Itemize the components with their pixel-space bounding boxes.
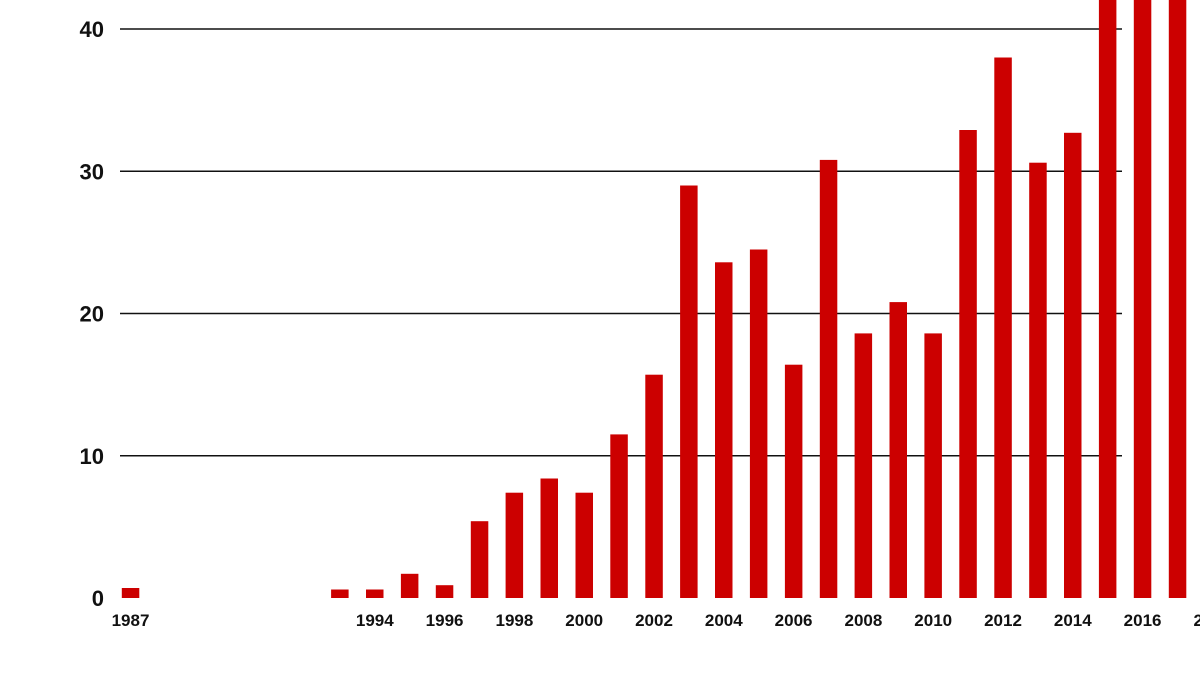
- x-axis-tick-labels: 1987 1994 1996 1998 2000 2002 2004 2006 2008 2010…: [112, 611, 1200, 630]
- bar-2014: [1064, 132, 1082, 599]
- bar-2010: [924, 333, 942, 598]
- y-tick-label-30: 30: [80, 159, 104, 184]
- x-tick-label-2002: 2002: [635, 611, 673, 630]
- x-tick-label-2004: 2004: [705, 611, 743, 630]
- bar-2015: [1098, 0, 1117, 598]
- bar-1987: [121, 588, 140, 598]
- bar-2017: [1168, 0, 1187, 598]
- bar-2005: [749, 249, 768, 598]
- y-tick-label-20: 20: [80, 302, 104, 327]
- bar-2016: [1133, 0, 1152, 598]
- bar-2008: [854, 333, 873, 598]
- bar-2007: [819, 159, 838, 598]
- bar-2009: [889, 302, 907, 598]
- x-tick-label-2000: 2000: [565, 611, 603, 630]
- bar-1994: [366, 589, 384, 598]
- bars: [121, 0, 1187, 599]
- bar-2013: [1029, 162, 1047, 598]
- y-tick-label-10: 10: [80, 444, 104, 469]
- bar-2002: [645, 374, 663, 598]
- bar-1993: [331, 589, 349, 598]
- bar-2004: [715, 262, 733, 598]
- bar-2001: [610, 434, 628, 598]
- x-tick-label-2016: 2016: [1124, 611, 1162, 630]
- bar-2012: [994, 57, 1012, 598]
- bar-1997: [470, 521, 489, 598]
- x-tick-label-2014: 2014: [1054, 611, 1092, 630]
- x-tick-label-2012: 2012: [984, 611, 1022, 630]
- bar-2006: [784, 364, 803, 598]
- y-tick-label-40: 40: [80, 17, 104, 42]
- x-tick-label-2006: 2006: [775, 611, 813, 630]
- bar-2011: [959, 130, 977, 598]
- bar-1998: [505, 492, 524, 598]
- x-tick-label-2018: 2018: [1193, 611, 1200, 630]
- bar-1996: [435, 585, 454, 598]
- x-tick-label-1998: 1998: [495, 611, 533, 630]
- bar-2000: [575, 492, 593, 598]
- x-tick-label-2010: 2010: [914, 611, 952, 630]
- x-tick-label-2008: 2008: [844, 611, 882, 630]
- bar-1995: [400, 573, 419, 598]
- bar-1999: [540, 478, 558, 598]
- x-tick-label-1987: 1987: [112, 611, 150, 630]
- y-axis-tick-labels: 0 10 20 30 40: [80, 17, 104, 611]
- bar-2003: [680, 185, 698, 598]
- x-tick-label-1994: 1994: [356, 611, 394, 630]
- x-tick-label-1996: 1996: [426, 611, 464, 630]
- y-tick-label-0: 0: [92, 586, 104, 611]
